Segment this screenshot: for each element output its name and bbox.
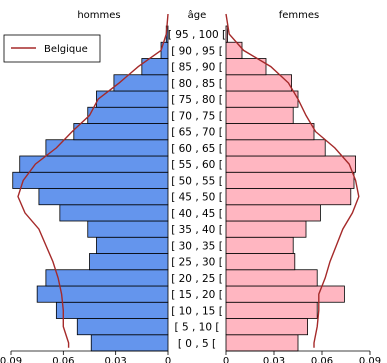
age-label-[50,55[: [ 50 , 55 [ [171, 175, 223, 187]
women-header: femmes [279, 10, 320, 21]
bar-women-[45,50[ [225, 188, 352, 206]
bar-men-[20,25[ [45, 269, 169, 287]
age-label-[80,85[: [ 80 , 85 [ [171, 78, 223, 90]
age-label-[90,95[: [ 90 , 95 [ [171, 45, 223, 57]
bar-women-[95,100[ [225, 25, 228, 43]
men-header: hommes [77, 10, 120, 21]
age-label-[30,35[: [ 30 , 35 [ [171, 240, 223, 252]
bar-men-[30,35[ [96, 236, 169, 254]
bar-women-[65,70[ [225, 123, 315, 141]
x-tick-label: 0.06 [52, 356, 74, 363]
bar-women-[90,95[ [225, 41, 243, 59]
legend-label: Belgique [44, 44, 88, 55]
age-label-[40,45[: [ 40 , 45 [ [171, 208, 223, 220]
x-tick-label: 0.09 [359, 356, 381, 363]
x-tick-label: 0.03 [105, 356, 127, 363]
age-label-[65,70[: [ 65 , 70 [ [171, 127, 223, 139]
bar-women-[35,40[ [225, 220, 307, 238]
bar-women-[40,45[ [225, 204, 321, 222]
bar-men-[25,30[ [89, 253, 169, 271]
bar-men-[10,15[ [55, 301, 169, 319]
bar-women-[10,15[ [225, 301, 318, 319]
bar-women-[0,5[ [225, 334, 299, 352]
bar-men-[80,85[ [113, 74, 169, 92]
bar-men-[40,45[ [59, 204, 169, 222]
bar-women-[75,80[ [225, 90, 299, 108]
bar-women-[50,55[ [225, 171, 355, 189]
age-label-[60,65[: [ 60 , 65 [ [171, 143, 223, 155]
men-bars [12, 25, 169, 352]
bar-women-[60,65[ [225, 139, 326, 157]
age-label-[35,40[: [ 35 , 40 [ [171, 224, 223, 236]
bar-men-[65,70[ [73, 123, 169, 141]
age-label-[25,30[: [ 25 , 30 [ [171, 257, 223, 269]
age-label-[20,25[: [ 20 , 25 [ [171, 273, 223, 285]
x-tick-label: 0 [165, 356, 171, 363]
age-label-[55,60[: [ 55 , 60 [ [171, 159, 223, 171]
x-tick-label: 0.09 [0, 356, 22, 363]
bar-women-[55,60[ [225, 155, 357, 173]
bar-men-[15,20[ [36, 285, 169, 303]
bar-women-[85,90[ [225, 58, 267, 76]
bar-men-[85,90[ [141, 58, 169, 76]
age-label-[95,100[: [ 95 , 100 [ [168, 29, 226, 41]
age-label-[10,15[: [ 10 , 15 [ [171, 305, 223, 317]
x-tick-label: 0 [223, 356, 229, 363]
age-label-[70,75[: [ 70 , 75 [ [171, 110, 223, 122]
bar-women-[70,75[ [225, 106, 294, 124]
belgique-line-women [225, 13, 360, 348]
legend: Belgique [3, 34, 101, 63]
bar-men-[75,80[ [96, 90, 169, 108]
belgique-reference-lines [17, 13, 360, 348]
bar-men-[50,55[ [12, 171, 169, 189]
bar-men-[0,5[ [90, 334, 169, 352]
age-label-[5,10[: [ 5 , 10 [ [175, 322, 220, 334]
bar-men-[5,10[ [76, 318, 169, 336]
belgique-line-men [17, 13, 169, 348]
age-labels: [ 0 , 5 [ [ 5 , 10 [ [ 10 , 15 [ [ 15 , 20 … [168, 29, 226, 350]
x-tick-label: 0.03 [263, 356, 285, 363]
bar-men-[60,65[ [45, 139, 169, 157]
women-bars [225, 25, 357, 352]
x-axes: 0.09 0.06 0.03 0 0 0.03 0.06 0.09 [0, 350, 381, 363]
age-header: âge [188, 9, 207, 21]
bar-women-[25,30[ [225, 253, 296, 271]
bar-women-[20,25[ [225, 269, 318, 287]
age-label-[75,80[: [ 75 , 80 [ [171, 94, 223, 106]
bar-men-[45,50[ [38, 188, 169, 206]
bar-men-[70,75[ [87, 106, 169, 124]
age-label-[0,5[: [ 0 , 5 [ [178, 338, 216, 350]
age-label-[45,50[: [ 45 , 50 [ [171, 192, 223, 204]
bar-women-[5,10[ [225, 318, 308, 336]
age-label-[15,20[: [ 15 , 20 [ [171, 289, 223, 301]
bar-women-[30,35[ [225, 236, 294, 254]
age-label-[85,90[: [ 85 , 90 [ [171, 62, 223, 74]
bar-men-[90,95[ [160, 41, 169, 59]
x-tick-label: 0.06 [311, 356, 333, 363]
bar-men-[35,40[ [87, 220, 169, 238]
bar-women-[15,20[ [225, 285, 345, 303]
